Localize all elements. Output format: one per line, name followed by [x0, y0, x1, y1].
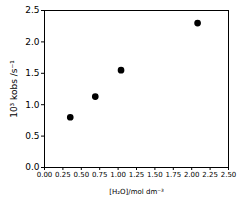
svg-text:1.75: 1.75	[166, 171, 182, 179]
svg-text:1.50: 1.50	[147, 171, 163, 179]
svg-text:1.25: 1.25	[129, 171, 145, 179]
svg-text:1.00: 1.00	[110, 171, 126, 179]
svg-text:1.0: 1.0	[25, 100, 40, 110]
svg-text:0.0: 0.0	[25, 162, 40, 172]
svg-text:0.00: 0.00	[37, 171, 53, 179]
svg-text:2.0: 2.0	[25, 37, 40, 47]
svg-text:0.75: 0.75	[92, 171, 108, 179]
svg-text:2.50: 2.50	[221, 171, 237, 179]
svg-text:0.5: 0.5	[25, 131, 39, 141]
svg-text:2.00: 2.00	[184, 171, 200, 179]
svg-text:2.25: 2.25	[202, 171, 218, 179]
svg-text:1.5: 1.5	[25, 68, 39, 78]
svg-text:0.50: 0.50	[74, 171, 90, 179]
svg-text:10³ kobs /s⁻¹: 10³ kobs /s⁻¹	[9, 60, 19, 118]
svg-text:[H₂O]/mol dm⁻³: [H₂O]/mol dm⁻³	[109, 188, 164, 196]
svg-text:0.25: 0.25	[55, 171, 71, 179]
svg-text:2.5: 2.5	[25, 5, 39, 15]
